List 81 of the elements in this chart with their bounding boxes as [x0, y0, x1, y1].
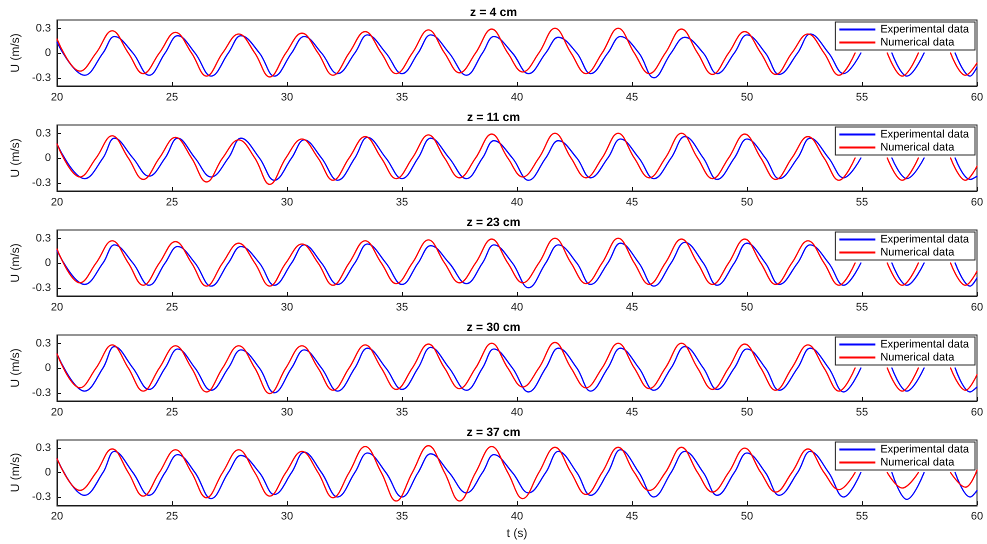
y-tick-label: 0.3 [36, 232, 51, 244]
y-tick-label: -0.3 [32, 490, 51, 503]
y-tick-label: 0.3 [36, 337, 51, 350]
x-tick-label: 30 [280, 510, 294, 523]
legend-label: Experimental data [880, 444, 970, 456]
y-axis-title: U (m/s) [8, 452, 22, 492]
x-tick-label: 50 [740, 92, 754, 104]
x-tick-label: 55 [856, 406, 868, 418]
x-tick-label: 50 [740, 510, 754, 523]
y-tick-label: -0.3 [32, 282, 51, 294]
x-tick-label: 20 [50, 92, 64, 104]
y-tick-label: -0.3 [32, 386, 51, 399]
legend-label: Numerical data [880, 456, 956, 468]
y-tick-label: 0 [44, 47, 51, 59]
chart-title: z = 37 cm [466, 425, 520, 439]
y-tick-label: 0.3 [36, 442, 51, 454]
x-tick-label: 45 [626, 510, 638, 523]
x-tick-label: 55 [856, 196, 868, 208]
chart-title: z = 23 cm [466, 215, 520, 229]
x-tick-label: 55 [856, 92, 868, 104]
y-axis-title: U (m/s) [8, 33, 22, 73]
x-tick-label: 20 [50, 406, 64, 418]
chart-title: z = 30 cm [466, 320, 520, 334]
x-tick-label: 25 [166, 302, 178, 314]
x-tick-label: 35 [396, 510, 408, 523]
x-tick-label: 30 [280, 302, 294, 314]
x-tick-label: 60 [970, 302, 984, 314]
y-axis-title: U (m/s) [8, 243, 22, 283]
y-tick-label: 0 [44, 152, 51, 164]
x-tick-label: 35 [396, 406, 408, 418]
y-tick-label: 0 [44, 257, 51, 269]
x-tick-label: 45 [626, 196, 638, 208]
x-tick-label: 30 [280, 196, 294, 208]
chart-title: z = 11 cm [466, 110, 520, 124]
chart-title: z = 4 cm [470, 5, 518, 19]
y-tick-label: 0 [44, 362, 51, 374]
y-tick-label: -0.3 [32, 72, 51, 84]
x-tick-label: 20 [50, 196, 64, 208]
x-tick-label: 45 [626, 302, 638, 314]
legend-label: Experimental data [880, 24, 970, 36]
x-tick-label: 40 [510, 406, 524, 418]
legend-label: Numerical data [880, 36, 956, 48]
x-tick-label: 40 [510, 196, 524, 208]
x-tick-label: 60 [970, 92, 984, 104]
x-tick-label: 60 [970, 510, 984, 523]
x-tick-label: 20 [50, 510, 64, 523]
y-axis-title: U (m/s) [8, 348, 22, 388]
x-tick-label: 25 [166, 92, 178, 104]
x-tick-label: 40 [510, 302, 524, 314]
y-tick-label: 0 [44, 466, 51, 479]
y-axis-title: U (m/s) [8, 138, 22, 178]
x-tick-label: 25 [166, 406, 178, 418]
x-tick-label: 25 [166, 510, 178, 523]
x-tick-label: 50 [740, 302, 754, 314]
legend-label: Experimental data [880, 128, 970, 140]
legend-label: Numerical data [880, 142, 956, 154]
x-tick-label: 20 [50, 302, 64, 314]
x-tick-label: 30 [280, 92, 294, 104]
legend-label: Experimental data [880, 234, 970, 246]
x-tick-label: 25 [166, 196, 178, 208]
x-tick-label: 60 [970, 196, 984, 208]
x-tick-label: 35 [396, 92, 408, 104]
x-tick-label: 40 [510, 92, 524, 104]
x-tick-label: 50 [740, 406, 754, 418]
legend-label: Numerical data [880, 352, 956, 364]
x-tick-label: 35 [396, 302, 408, 314]
x-tick-label: 40 [510, 510, 524, 523]
x-tick-label: 60 [970, 406, 984, 418]
x-tick-label: 45 [626, 92, 638, 104]
y-tick-label: 0.3 [36, 22, 51, 34]
x-tick-label: 55 [856, 510, 868, 523]
x-tick-label: 30 [280, 406, 294, 418]
legend-label: Numerical data [880, 246, 956, 258]
y-tick-label: -0.3 [32, 176, 51, 189]
x-tick-label: 55 [856, 302, 868, 314]
y-tick-label: 0.3 [36, 127, 51, 140]
legend-label: Experimental data [880, 338, 970, 350]
x-tick-label: 50 [740, 196, 754, 208]
x-tick-label: 35 [396, 196, 408, 208]
x-tick-label: 45 [626, 406, 638, 418]
x-axis-title: t (s) [506, 526, 528, 540]
